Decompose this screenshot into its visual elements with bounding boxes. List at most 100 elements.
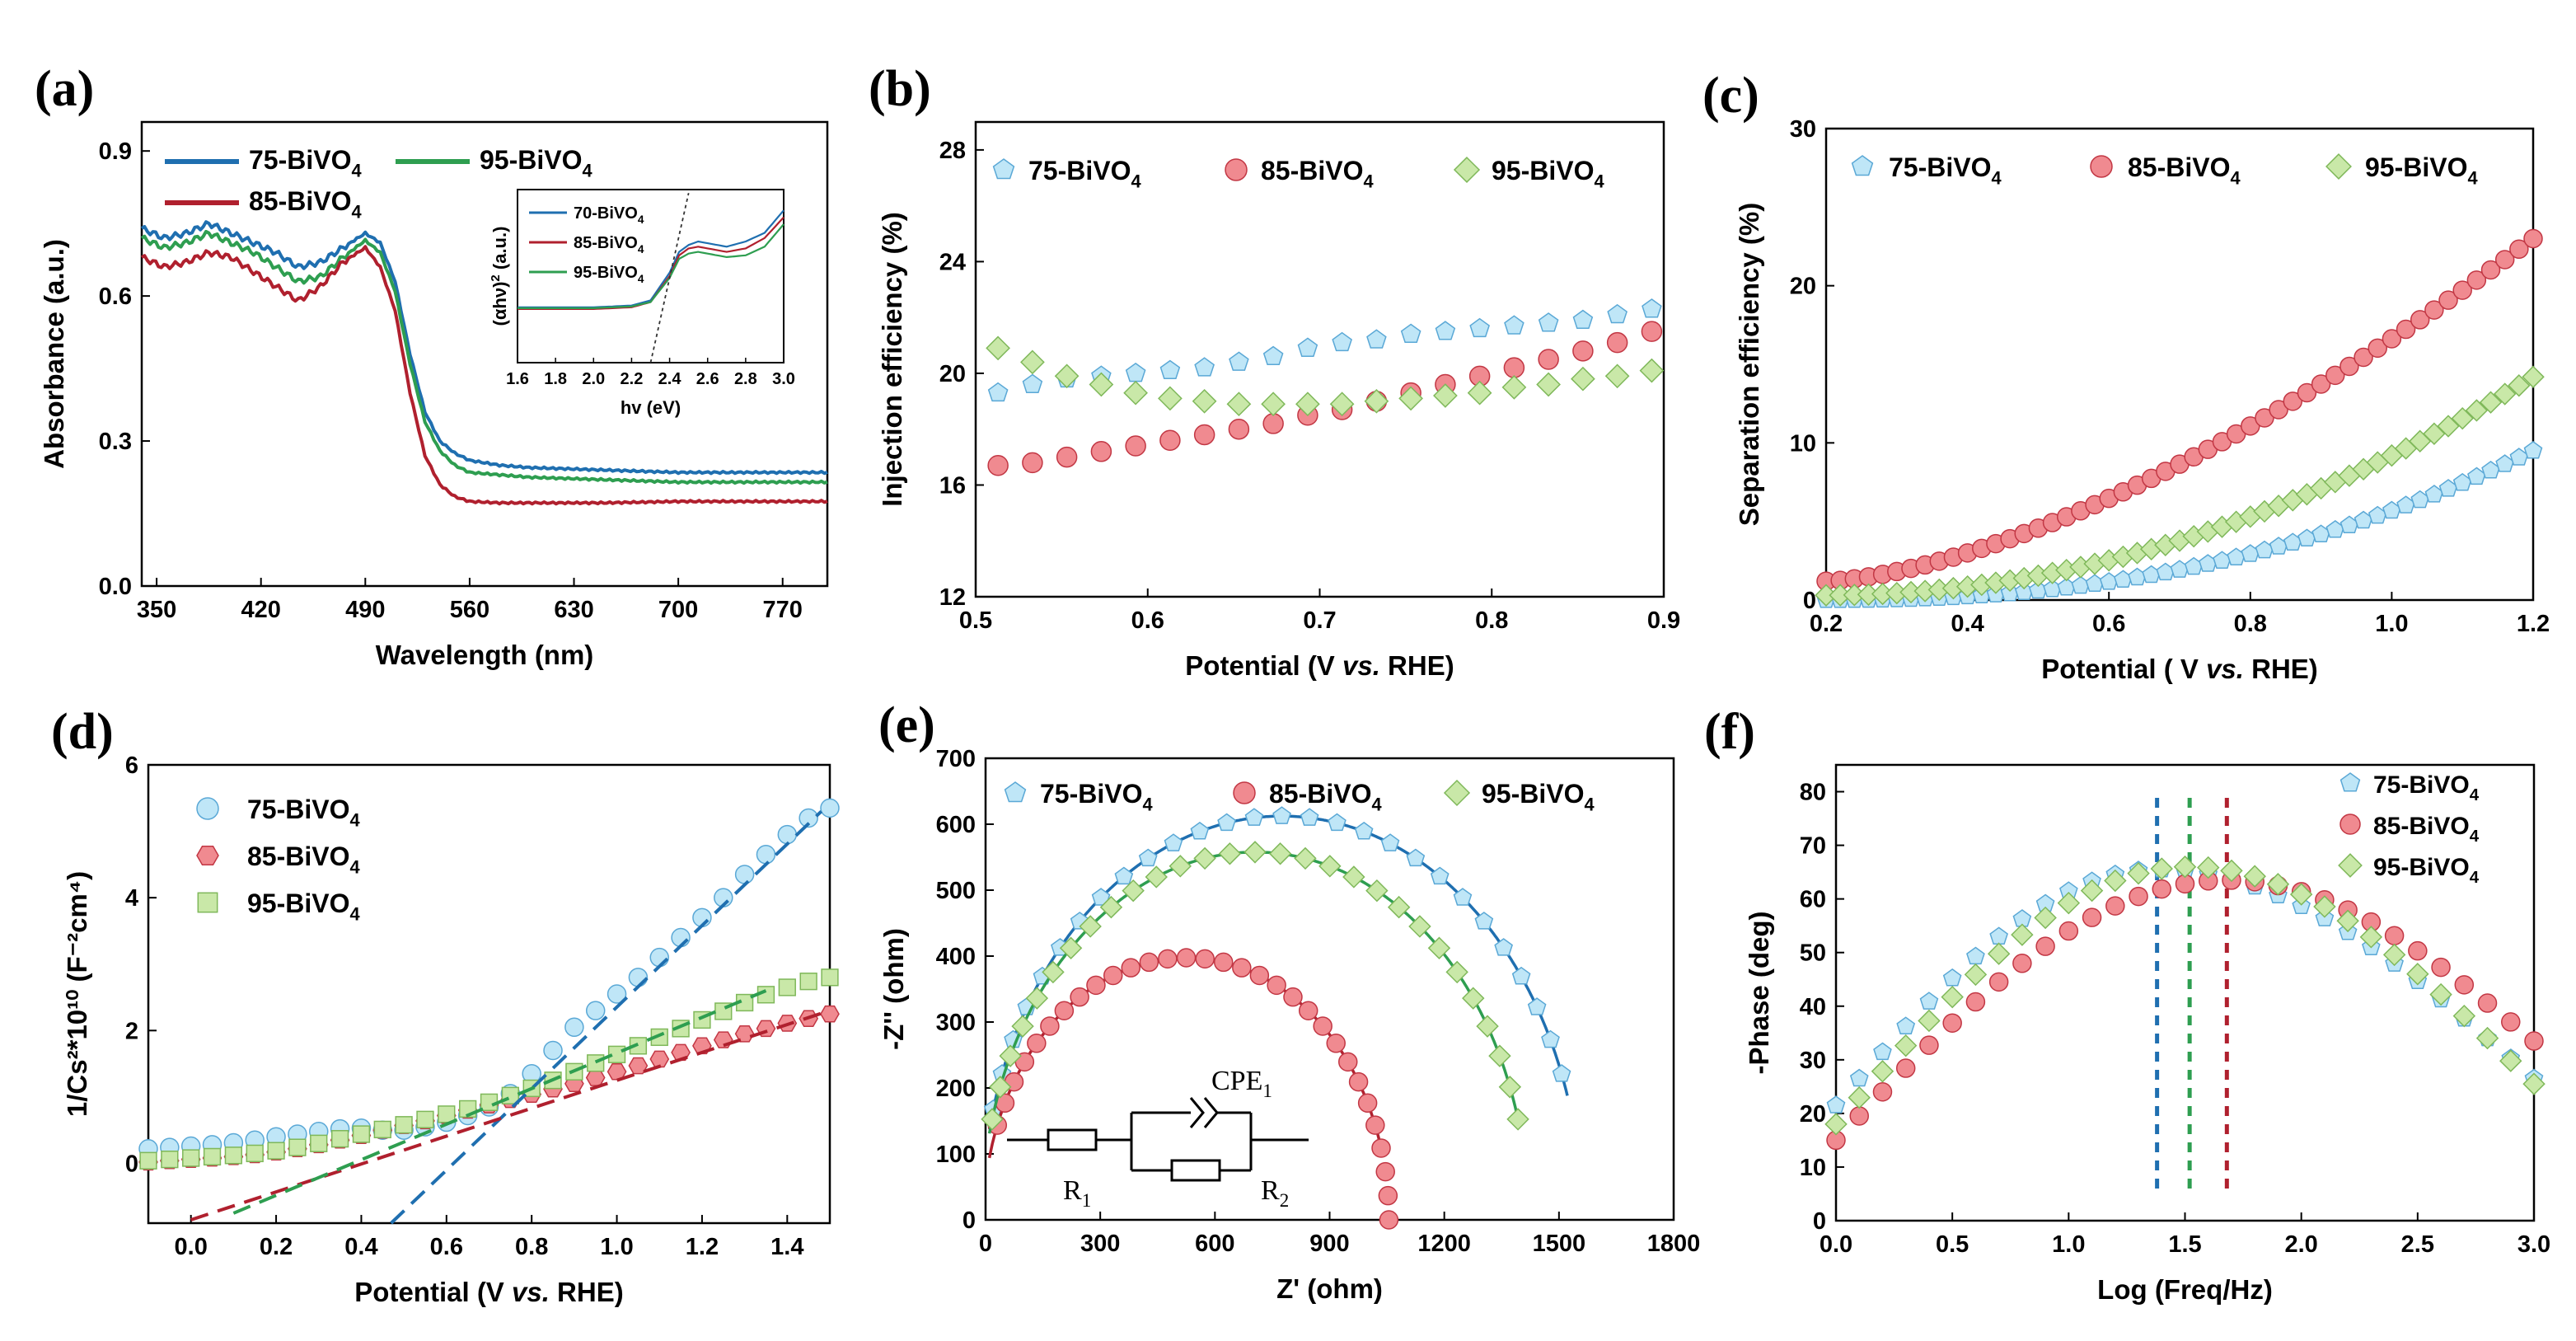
inset-x-tick-label: 2.0 bbox=[582, 370, 605, 388]
legend-marker bbox=[196, 845, 219, 866]
data-point bbox=[2128, 567, 2147, 586]
data-point bbox=[1125, 435, 1146, 457]
data-point bbox=[1022, 373, 1043, 393]
data-point bbox=[1193, 846, 1216, 870]
data-point bbox=[2152, 879, 2172, 899]
data-point bbox=[2359, 926, 2383, 949]
data-point bbox=[1059, 936, 1083, 959]
x-tick-label: 0.2 bbox=[260, 1234, 293, 1260]
data-point bbox=[1607, 303, 1628, 324]
x-axis-title-italic: vs. bbox=[2206, 654, 2244, 684]
data-point bbox=[2438, 290, 2458, 310]
data-point bbox=[267, 1142, 285, 1160]
data-point bbox=[1125, 362, 1146, 382]
data-point bbox=[734, 865, 755, 884]
fit-curve bbox=[987, 956, 1384, 1159]
data-point bbox=[1056, 446, 1078, 468]
data-point bbox=[1297, 337, 1318, 357]
panel-label: (e) bbox=[878, 697, 935, 753]
data-point bbox=[981, 1108, 1004, 1131]
data-point bbox=[2150, 857, 2173, 880]
data-point bbox=[1295, 392, 1320, 417]
data-point bbox=[1011, 1015, 1034, 1038]
data-point bbox=[1366, 329, 1387, 349]
data-point bbox=[1538, 349, 1559, 370]
data-point bbox=[2142, 565, 2161, 584]
circuit-subscript: 1 bbox=[1262, 1081, 1272, 1101]
data-point bbox=[1164, 833, 1183, 851]
x-tick-label: 2.5 bbox=[2401, 1231, 2434, 1258]
legend-subscript: 4 bbox=[349, 904, 359, 925]
plot-frame bbox=[140, 120, 829, 588]
legend-subscript: 4 bbox=[2467, 168, 2477, 189]
y-tick-label: 60 bbox=[1800, 887, 1826, 913]
data-point bbox=[1332, 331, 1352, 352]
inset-legend-label: 95-BiVO4 bbox=[574, 264, 644, 285]
legend-marker bbox=[2338, 853, 2363, 878]
data-point bbox=[1965, 992, 1986, 1012]
data-point bbox=[1387, 895, 1411, 919]
data-point bbox=[1641, 321, 1663, 342]
inset-x-tick-label: 2.4 bbox=[658, 370, 682, 388]
data-point bbox=[649, 947, 669, 968]
data-point bbox=[1918, 1009, 1941, 1033]
legend-subscript: 4 bbox=[1363, 171, 1373, 192]
inset-x-tick-label: 1.8 bbox=[544, 370, 567, 388]
r2-label: R2 bbox=[1261, 1175, 1289, 1211]
panel-label: (f) bbox=[1704, 704, 1755, 760]
x-tick-label: 0.8 bbox=[515, 1234, 548, 1260]
data-point bbox=[139, 1151, 157, 1170]
data-point bbox=[1229, 351, 1249, 371]
data-point bbox=[2451, 406, 2474, 430]
data-point bbox=[1896, 1016, 1916, 1034]
data-point bbox=[2424, 300, 2444, 320]
data-point bbox=[1123, 380, 1148, 406]
x-tick-label: 1800 bbox=[1647, 1231, 1701, 1257]
data-point bbox=[1169, 855, 1192, 878]
inset-y-superscript: 2 bbox=[489, 274, 503, 281]
x-tick-label: 0.9 bbox=[1647, 607, 1680, 634]
data-point bbox=[1871, 1060, 1895, 1083]
legend-label: 95-BiVO4 bbox=[2365, 152, 2478, 189]
data-point bbox=[1919, 1035, 1939, 1055]
data-point bbox=[1218, 842, 1242, 865]
data-point bbox=[2406, 963, 2429, 986]
data-point bbox=[2339, 356, 2359, 377]
data-point bbox=[1213, 952, 1234, 973]
panel-a: 350 420 490 560 630 700 770 0.0 0.3 0.6 0.9 Wavelen… bbox=[35, 61, 829, 670]
data-point bbox=[587, 1054, 605, 1072]
data-point bbox=[1848, 1085, 1871, 1109]
y-tick-label: 50 bbox=[1800, 940, 1826, 967]
data-point bbox=[2431, 957, 2451, 978]
x-axis-title: Potential (V vs. RHE) bbox=[1185, 650, 1454, 681]
legend-label: 95-BiVO4 bbox=[247, 889, 360, 925]
y-axis-title: Absorbance (a.u.) bbox=[39, 239, 69, 469]
data-point bbox=[2466, 270, 2487, 290]
x-tick-label: 1.0 bbox=[2052, 1231, 2085, 1258]
data-point bbox=[2297, 382, 2317, 403]
data-point bbox=[1091, 888, 1111, 906]
data-point bbox=[564, 1017, 584, 1038]
y-tick-label: 2 bbox=[125, 1018, 138, 1044]
data-point bbox=[1430, 866, 1450, 885]
data-point bbox=[1873, 1042, 1892, 1061]
data-point bbox=[1365, 1115, 1385, 1135]
data-point bbox=[2012, 954, 2032, 973]
data-point bbox=[1541, 1029, 1560, 1048]
x-tick-label: 0.8 bbox=[2234, 611, 2267, 637]
data-point bbox=[1294, 846, 1317, 870]
data-point bbox=[2509, 239, 2529, 260]
data-point bbox=[2382, 943, 2406, 967]
y-tick-label: 700 bbox=[936, 746, 976, 772]
x-tick-label: 1.5 bbox=[2168, 1231, 2201, 1258]
data-point bbox=[1474, 912, 1494, 930]
data-point bbox=[1378, 1185, 1398, 1206]
y-tick-label: 28 bbox=[939, 138, 966, 164]
data-point bbox=[1099, 895, 1123, 919]
data-point bbox=[821, 968, 839, 987]
legend-label: 75-BiVO4 bbox=[1040, 779, 1153, 815]
data-point bbox=[1020, 349, 1045, 375]
data-point bbox=[1371, 1138, 1391, 1158]
data-point bbox=[1639, 358, 1665, 383]
